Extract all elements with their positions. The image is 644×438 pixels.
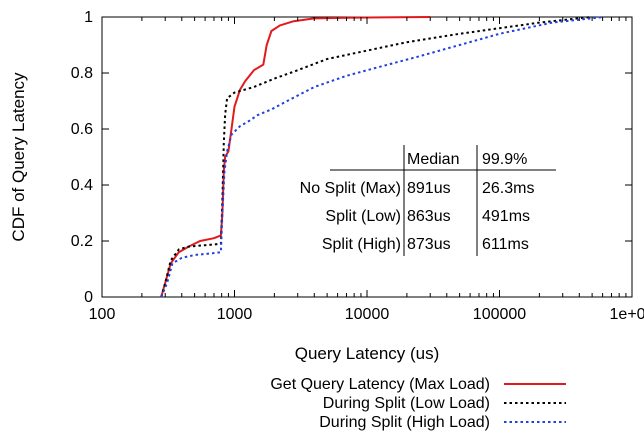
x-tick-label: 100000	[473, 306, 526, 323]
legend: Get Query Latency (Max Load) During Split…	[270, 376, 566, 431]
y-axis-title: CDF of Query Latency	[9, 72, 28, 242]
y-tick-label: 0.6	[71, 121, 93, 138]
series-line-during-split-high-load	[160, 16, 604, 298]
table-cell: 863us	[407, 208, 451, 225]
table-row-label: No Split (Max)	[300, 180, 401, 197]
plot-border	[101, 16, 633, 298]
table-cell: 491ms	[482, 208, 530, 225]
y-tick-label: 1	[84, 9, 93, 26]
legend-label: During Split (Low Load)	[323, 395, 490, 412]
series-line-during-split-low-load	[160, 16, 592, 298]
table-row-label: Split (Low)	[325, 208, 401, 225]
axis-ticks: 100 1000 10000 100000 1e+06 0 0.2 0.4 0.6 0.8 1	[71, 9, 644, 323]
x-tick-label: 100	[89, 306, 116, 323]
table-row-label: Split (High)	[322, 236, 401, 253]
x-tick-label: 10000	[345, 306, 390, 323]
legend-label: Get Query Latency (Max Load)	[270, 376, 490, 393]
y-tick-label: 0.8	[71, 65, 93, 82]
table-cell: 611ms	[482, 236, 529, 253]
x-tick-label: 1000	[217, 306, 253, 323]
table-header-cell: Median	[407, 151, 459, 168]
stats-table: Median 99.9% No Split (Max) 891us 26.3ms Spli…	[300, 145, 556, 256]
table-cell: 26.3ms	[482, 180, 534, 197]
y-tick-label: 0	[84, 289, 93, 306]
y-tick-label: 0.4	[71, 177, 93, 194]
y-tick-label: 0.2	[71, 233, 93, 250]
table-cell: 891us	[407, 180, 451, 197]
series-layer	[160, 16, 604, 298]
x-tick-label: 1e+06	[610, 306, 644, 323]
x-axis-title: Query Latency (us)	[295, 344, 440, 363]
table-cell: 873us	[407, 236, 451, 253]
legend-label: During Split (High Load)	[319, 414, 490, 431]
plot-area	[101, 16, 633, 298]
table-header-cell: 99.9%	[482, 151, 527, 168]
